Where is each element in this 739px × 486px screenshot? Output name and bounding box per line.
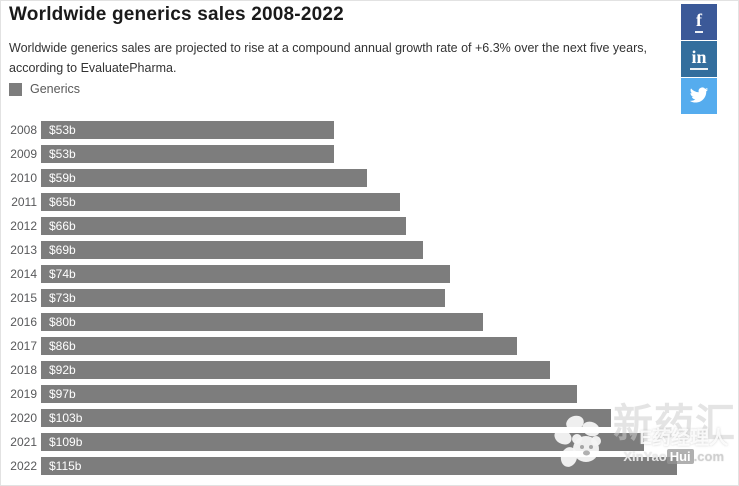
bar-generics-2020[interactable]: $103b — [41, 409, 611, 427]
bar-row-2015: 2015 $73b — [1, 286, 738, 310]
bar-generics-2017[interactable]: $86b — [41, 337, 517, 355]
page-title: Worldwide generics sales 2008-2022 — [9, 4, 344, 25]
bar-track: $97b — [37, 385, 738, 403]
bar-generics-2012[interactable]: $66b — [41, 217, 406, 235]
y-axis-label: 2022 — [10, 459, 37, 473]
y-axis-label: 2010 — [10, 171, 37, 185]
bar-track: $59b — [37, 169, 738, 187]
bar-row-2022: 2022 $115b — [1, 454, 738, 478]
bar-row-2018: 2018 $92b — [1, 358, 738, 382]
bar-row-2016: 2016 $80b — [1, 310, 738, 334]
bar-generics-2008[interactable]: $53b — [41, 121, 334, 139]
bar-track: $69b — [37, 241, 738, 259]
bar-generics-2018[interactable]: $92b — [41, 361, 550, 379]
bar-track: $66b — [37, 217, 738, 235]
y-axis-label: 2011 — [11, 195, 37, 209]
y-axis-label: 2008 — [10, 123, 37, 137]
bar-track: $109b — [37, 433, 738, 451]
bar-generics-2021[interactable]: $109b — [41, 433, 644, 451]
bar-row-2012: 2012 $66b — [1, 214, 738, 238]
bar-track: $73b — [37, 289, 738, 307]
bar-row-2020: 2020 $103b — [1, 406, 738, 430]
y-axis-label: 2014 — [10, 267, 37, 281]
bar-chart: 2008 $53b 2009 $53b 2010 $59b 2011 $65b 2012 $66b… — [1, 118, 738, 478]
chart-subtitle: Worldwide generics sales are projected t… — [9, 41, 647, 75]
bar-generics-2022[interactable]: $115b — [41, 457, 677, 475]
bar-generics-2019[interactable]: $97b — [41, 385, 577, 403]
facebook-share-button[interactable]: f — [681, 4, 717, 40]
bar-generics-2016[interactable]: $80b — [41, 313, 483, 331]
legend-item-generics[interactable]: Generics — [9, 82, 80, 96]
linkedin-icon: in — [690, 48, 708, 70]
bar-generics-2009[interactable]: $53b — [41, 145, 334, 163]
bar-generics-2011[interactable]: $65b — [41, 193, 400, 211]
bar-row-2008: 2008 $53b — [1, 118, 738, 142]
bar-row-2013: 2013 $69b — [1, 238, 738, 262]
bar-row-2011: 2011 $65b — [1, 190, 738, 214]
twitter-bird-icon — [689, 85, 709, 108]
y-axis-label: 2021 — [10, 435, 37, 449]
y-axis-label: 2017 — [10, 339, 37, 353]
bar-track: $74b — [37, 265, 738, 283]
y-axis-label: 2013 — [10, 243, 37, 257]
y-axis-label: 2012 — [10, 219, 37, 233]
y-axis-label: 2019 — [10, 387, 37, 401]
bar-track: $80b — [37, 313, 738, 331]
bar-row-2014: 2014 $74b — [1, 262, 738, 286]
bar-track: $86b — [37, 337, 738, 355]
bar-row-2021: 2021 $109b — [1, 430, 738, 454]
bar-row-2017: 2017 $86b — [1, 334, 738, 358]
bar-track: $53b — [37, 121, 738, 139]
social-share-bar: f in — [681, 4, 717, 114]
y-axis-label: 2020 — [10, 411, 37, 425]
linkedin-share-button[interactable]: in — [681, 41, 717, 77]
legend-swatch — [9, 82, 22, 96]
bar-track: $103b — [37, 409, 738, 427]
bar-generics-2015[interactable]: $73b — [41, 289, 445, 307]
bar-generics-2013[interactable]: $69b — [41, 241, 423, 259]
y-axis-label: 2016 — [10, 315, 37, 329]
y-axis-label: 2015 — [10, 291, 37, 305]
bar-generics-2010[interactable]: $59b — [41, 169, 367, 187]
bar-track: $53b — [37, 145, 738, 163]
facebook-icon: f — [695, 11, 703, 33]
bar-track: $65b — [37, 193, 738, 211]
legend-label: Generics — [30, 82, 81, 96]
y-axis-label: 2018 — [10, 363, 37, 377]
bar-row-2019: 2019 $97b — [1, 382, 738, 406]
bar-row-2009: 2009 $53b — [1, 142, 738, 166]
twitter-share-button[interactable] — [681, 78, 717, 114]
bar-track: $92b — [37, 361, 738, 379]
bar-track: $115b — [37, 457, 738, 475]
bar-generics-2014[interactable]: $74b — [41, 265, 450, 283]
y-axis-label: 2009 — [10, 147, 37, 161]
bar-row-2010: 2010 $59b — [1, 166, 738, 190]
